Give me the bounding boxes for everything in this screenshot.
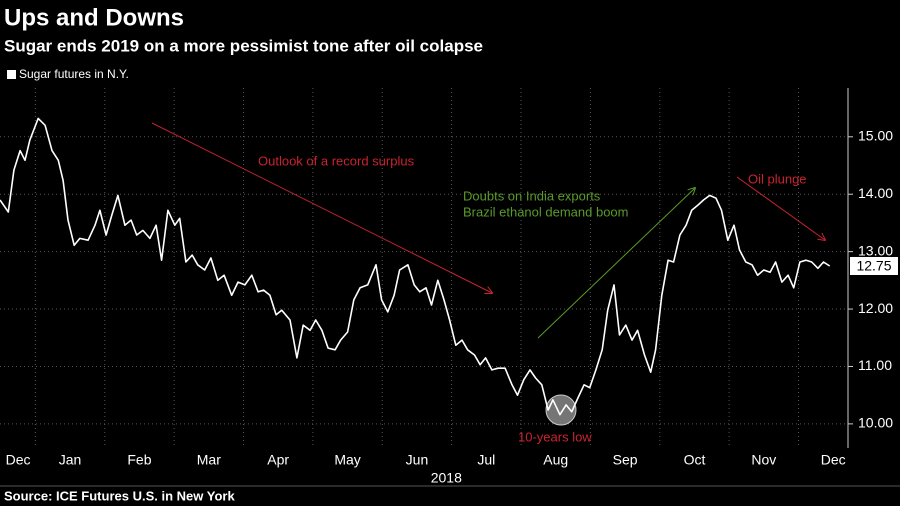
x-tick-label: Mar <box>197 452 221 468</box>
x-tick-label: Aug <box>543 452 568 468</box>
source: Source: ICE Futures U.S. in New York <box>4 488 235 503</box>
annotation: 10-years low <box>518 429 592 444</box>
x-tick-label: Apr <box>267 452 289 468</box>
y-tick-label: 13.00 <box>858 242 893 258</box>
y-tick-label: 12.00 <box>858 300 893 316</box>
x-tick-label: Dec <box>821 452 846 468</box>
y-tick-label: 15.00 <box>858 128 893 144</box>
annotation-arrow <box>537 188 695 339</box>
x-tick-label: Oct <box>684 452 706 468</box>
annotation: Brazil ethanol demand boom <box>463 204 629 219</box>
x-tick-label: Jul <box>477 452 495 468</box>
y-tick-label: 11.00 <box>858 357 892 373</box>
line-series <box>0 117 831 416</box>
x-tick-label: May <box>334 452 360 468</box>
highlight-circle <box>545 394 577 426</box>
y-tick-label: 14.00 <box>858 185 893 201</box>
x-tick-label: Nov <box>751 452 776 468</box>
x-axis-label: 2018 <box>431 470 462 486</box>
last-value-box <box>850 256 898 275</box>
y-tick-label: 10.00 <box>858 415 893 431</box>
annotation-arrow <box>736 176 825 240</box>
annotation: Outlook of a record surplus <box>258 153 415 168</box>
x-tick-label: Feb <box>127 452 151 468</box>
chart-subtitle: Sugar ends 2019 on a more pessimist tone… <box>4 36 483 55</box>
chart-title: Ups and Downs <box>4 4 184 31</box>
x-tick-label: Jan <box>59 452 82 468</box>
x-tick-label: Jun <box>406 452 429 468</box>
legend-swatch <box>7 70 16 79</box>
legend-label: Sugar futures in N.Y. <box>19 67 129 81</box>
x-tick-label: Sep <box>613 452 638 468</box>
annotation-arrow <box>151 122 492 293</box>
annotation: Doubts on India exports <box>463 188 601 203</box>
last-value-label: 12.75 <box>856 258 891 274</box>
x-tick-label: Dec <box>6 452 31 468</box>
annotation: Oil plunge <box>748 171 807 186</box>
